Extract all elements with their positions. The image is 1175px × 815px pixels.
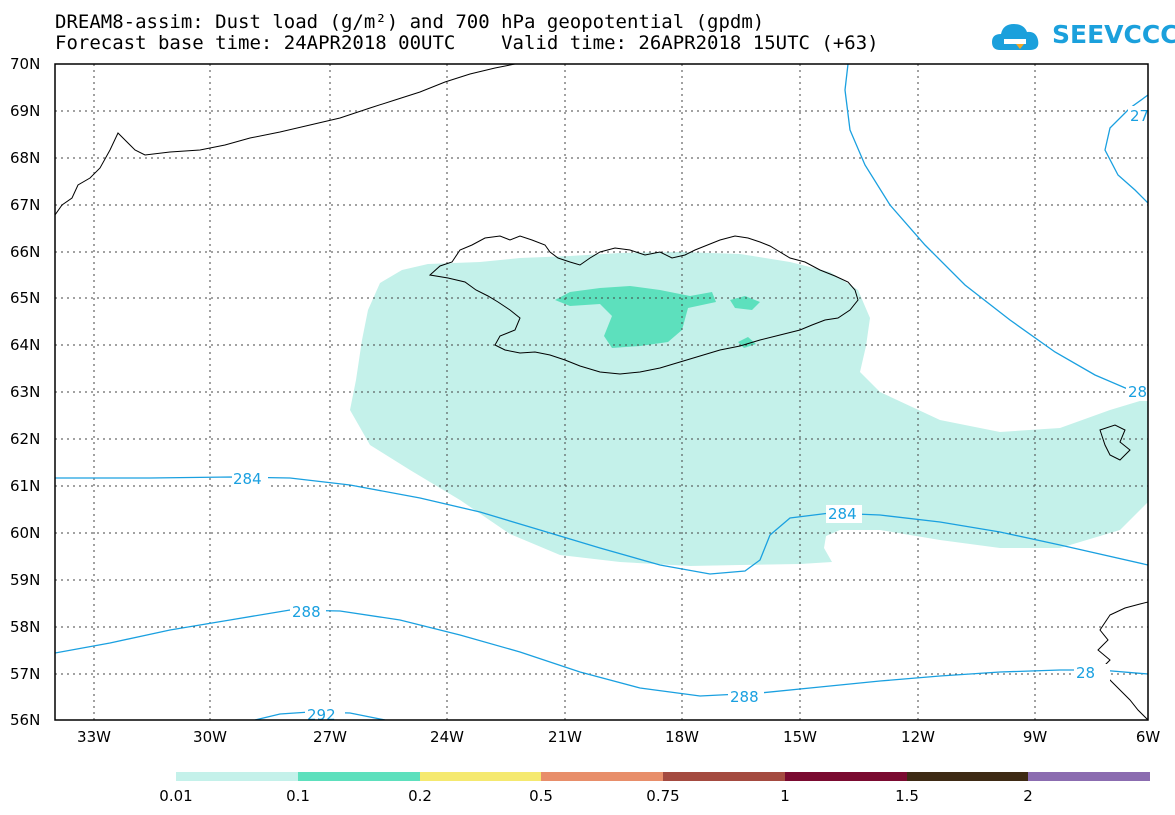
lat-label: 59N: [10, 571, 40, 589]
seevccc-cloud-logo-icon: [992, 24, 1039, 50]
lat-label: 64N: [10, 336, 40, 354]
legend-swatch: [906, 772, 1029, 781]
lon-label: 9W: [1023, 728, 1048, 746]
lat-label: 56N: [10, 711, 40, 729]
lon-label: 33W: [77, 728, 111, 746]
contour-label-28-upper: 28: [1128, 383, 1147, 401]
contour-upper-right-28: [844, 64, 1148, 397]
lon-label: 15W: [783, 728, 817, 746]
lat-label: 57N: [10, 665, 40, 683]
lat-label: 61N: [10, 477, 40, 495]
map-title: DREAM8-assim: Dust load (g/m²) and 700 h…: [55, 11, 765, 33]
lon-label: 18W: [665, 728, 699, 746]
lat-label: 70N: [10, 55, 40, 73]
faroe-coast: [1099, 424, 1131, 461]
lat-label: 58N: [10, 618, 40, 636]
lat-label: 69N: [10, 102, 40, 120]
legend-swatch: [297, 772, 420, 781]
legend-label: 2: [1023, 787, 1033, 805]
lat-label: 60N: [10, 524, 40, 542]
lat-label: 65N: [10, 289, 40, 307]
lat-label: 66N: [10, 243, 40, 261]
legend-label: 0.1: [286, 787, 310, 805]
coastlines: [55, 64, 1148, 720]
lon-label: 12W: [901, 728, 935, 746]
scotland-coast: [1097, 601, 1148, 720]
lon-label: 27W: [313, 728, 347, 746]
lat-label: 68N: [10, 149, 40, 167]
legend-label: 0.01: [159, 787, 193, 805]
latitude-labels: 70N 69N 68N 67N 66N 65N 64N 63N 62N 61N …: [10, 55, 40, 729]
geopotential-contours: [55, 64, 1148, 720]
contour-label-284-east: 284: [828, 505, 857, 523]
legend-swatch: [784, 772, 907, 781]
dust-area-low: [350, 252, 1148, 566]
lon-label: 6W: [1136, 728, 1161, 746]
legend-swatch: [663, 772, 785, 781]
map-subtitle: Forecast base time: 24APR2018 00UTC Vali…: [55, 32, 879, 54]
color-legend-bar: [176, 772, 1150, 781]
contour-label-27: 27: [1130, 107, 1149, 125]
legend-label: 0.2: [408, 787, 432, 805]
contour-label-28-lower: 28: [1076, 664, 1095, 682]
map-frame: [54, 63, 1149, 721]
lat-label: 63N: [10, 383, 40, 401]
contour-284: [55, 476, 1148, 575]
logo-text: SEEVCCC: [1052, 20, 1175, 49]
lon-label: 21W: [548, 728, 582, 746]
legend-swatch: [541, 772, 663, 781]
lon-label: 24W: [430, 728, 464, 746]
lat-label: 62N: [10, 430, 40, 448]
contour-label-288-west: 288: [292, 603, 321, 621]
lon-label: 30W: [193, 728, 227, 746]
legend-label: 0.75: [646, 787, 680, 805]
dust-area-mid-east: [730, 296, 760, 310]
legend-swatch: [419, 772, 542, 781]
longitude-labels: 33W 30W 27W 24W 21W 18W 15W 12W 9W 6W: [77, 728, 1160, 746]
lat-label: 67N: [10, 196, 40, 214]
contour-288: [55, 609, 1148, 697]
iceland-coast: [428, 235, 859, 375]
contour-label-292: 292: [307, 706, 336, 724]
legend-label: 1.5: [895, 787, 919, 805]
legend-label: 0.5: [529, 787, 553, 805]
contour-label-288-east: 288: [730, 688, 759, 706]
legend-swatch: [1028, 772, 1150, 781]
legend-swatch: [176, 772, 298, 781]
contour-label-284-west: 284: [233, 470, 262, 488]
dust-area-mid: [555, 286, 716, 348]
legend-label: 1: [780, 787, 790, 805]
greenland-coast: [55, 64, 516, 216]
